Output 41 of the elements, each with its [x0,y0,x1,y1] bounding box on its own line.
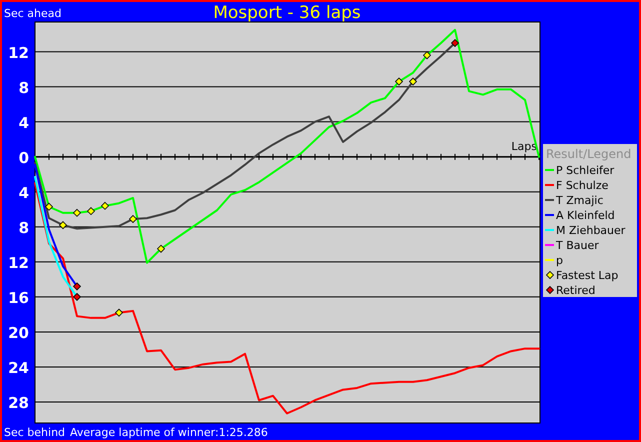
line-series [34,28,540,264]
text: Average laptime of winner:1:25.286 [70,426,268,439]
point [45,202,53,211]
legend-label: A Kleinfeld [556,209,615,222]
point [59,221,67,230]
line-series [34,182,540,414]
legend-label: M Ziehbauer [556,224,626,237]
y-tick-label: 4 [18,184,29,202]
legend-label: Retired [556,284,596,297]
text: Sec behind [4,426,66,439]
legend-label: Fastest Lap [556,269,618,282]
point [395,78,403,86]
legend-label: p [556,254,563,267]
y-tick-label: 8 [18,218,29,237]
y-tick-label: 8 [18,78,29,97]
point [409,78,417,86]
point [129,215,137,223]
point [73,208,81,217]
y-tick-label: 12 [8,254,29,272]
y-tick-label: 4 [18,114,29,132]
y-tick-label: 16 [8,288,29,307]
y-tick-label: 12 [8,44,29,62]
y-tick-label: 20 [8,324,29,342]
point [101,202,109,210]
legend-title: Result/Legend [546,147,632,161]
point [115,308,123,317]
point [157,244,165,253]
chart-title: Mosport - 36 laps [213,3,361,23]
legend-label: F Schulze [556,179,609,192]
y-tick-label: 28 [8,394,29,412]
legend-label: P Schleifer [556,164,615,177]
point [451,39,459,47]
point [423,51,431,60]
legend-label: T Bauer [555,239,600,252]
y-tick-label: 0 [18,148,29,167]
point [73,293,81,301]
point [73,282,81,290]
legend-label: T Zmajic [555,194,604,207]
y-tick-label: 24 [8,358,29,377]
y-axis-title: Sec ahead [4,7,62,20]
point [87,207,95,216]
